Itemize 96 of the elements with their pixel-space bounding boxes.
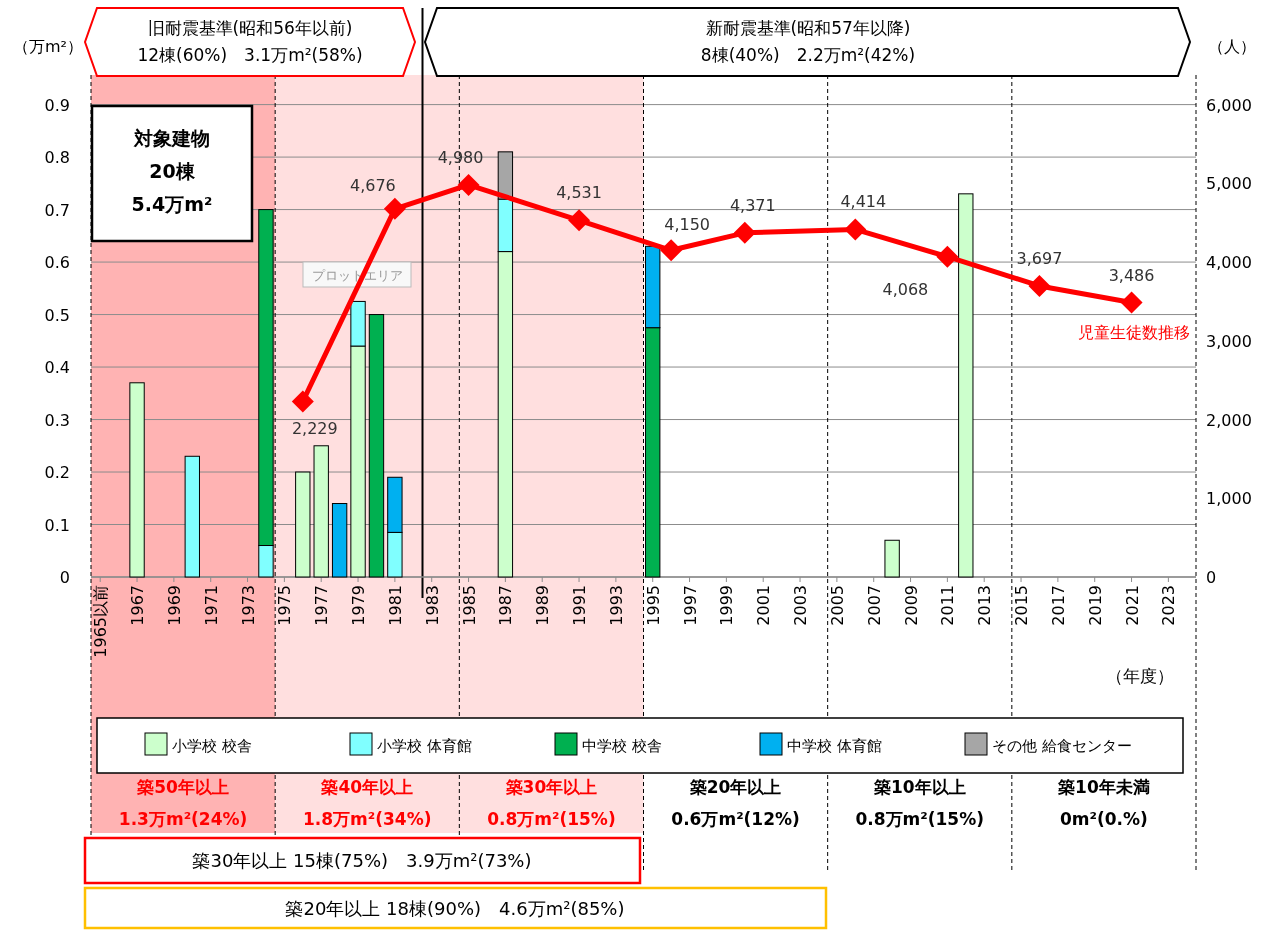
bar [331, 503, 348, 578]
y-tick-label: 0.6 [44, 253, 70, 273]
point [660, 239, 683, 262]
x-tick-label: 2007 [864, 585, 884, 626]
annotation: 築10年未満 0m²(0.%) [1058, 777, 1150, 829]
x-tick-label: 1973 [238, 585, 258, 626]
x-tick-label: 1977 [312, 585, 332, 626]
x-tick-label: 1999 [717, 585, 737, 626]
data-label: 3,697 [1016, 248, 1063, 268]
x-tick-label: 2003 [791, 585, 811, 626]
band-label: 築40年以上 1.8万m²(34%) [302, 777, 432, 829]
annotation: 築30年以上 15棟(75%) 3.9万m²(73%) [83, 836, 642, 885]
legend-label: 小学校 体育館 [377, 737, 472, 755]
point [291, 390, 314, 413]
x-tick-label: 2021 [1122, 585, 1142, 626]
x-axis-title: （年度） [1106, 666, 1174, 686]
x-tick-label: 1985 [459, 585, 479, 626]
point [1120, 291, 1143, 314]
annotation: 対象建物 20棟 5.4万m² [90, 104, 254, 243]
y-tick-label: 0.1 [44, 515, 70, 535]
y-tick-label: 0.3 [44, 410, 70, 430]
y-tick-label: 0.9 [44, 95, 70, 115]
bar [884, 539, 900, 578]
x-tick-label: 1997 [680, 585, 700, 626]
point [733, 221, 756, 244]
x-tick-label: 2017 [1048, 585, 1068, 626]
y-tick-label: 0 [59, 568, 70, 587]
bar [129, 382, 145, 578]
x-tick-label: 1969 [164, 585, 184, 626]
bar [295, 471, 311, 578]
data-label: 4,150 [664, 215, 711, 235]
x-tick-label: 2011 [938, 585, 958, 626]
x-tick-label: 1981 [385, 585, 405, 626]
x-tick-label: 1987 [496, 585, 516, 626]
x-tick-label: 2001 [754, 585, 774, 626]
y2-tick-label: 0 [1206, 568, 1217, 587]
legend-label: 中学校 体育館 [787, 737, 882, 755]
data-label: 4,676 [349, 175, 396, 195]
bar [368, 314, 385, 578]
y2-tick-label: 6,000 [1206, 95, 1252, 115]
x-tick-label: 1989 [533, 585, 553, 626]
x-tick-label: 1993 [606, 585, 626, 626]
x-tick-label: 1979 [349, 585, 369, 626]
y2-tick-label: 2,000 [1206, 410, 1252, 430]
y2-axis-title: （人） [1208, 37, 1256, 56]
point [457, 173, 480, 196]
x-tick-label: 1967 [128, 585, 148, 626]
x-tick-label: 2019 [1085, 585, 1105, 626]
point [936, 245, 959, 268]
x-tick-label: 2005 [827, 585, 847, 626]
legend-label: 中学校 校舎 [582, 737, 662, 755]
x-tick-label: 1971 [201, 585, 221, 626]
data-label: 3,486 [1108, 265, 1155, 285]
point [844, 218, 867, 241]
annotation: 築10年以上 0.8万m²(15%) [855, 777, 984, 829]
annotation: 新耐震基準(昭和57年以降) 8棟(40%) 2.2万m²(42%) [423, 7, 1192, 77]
y-tick-label: 0.4 [44, 358, 70, 378]
y2-tick-label: 3,000 [1206, 331, 1252, 351]
x-tick-label: 2015 [1012, 585, 1032, 626]
x-tick-label: 1983 [422, 585, 442, 626]
bar [958, 193, 974, 578]
x-tick-label: 1965以前 [91, 585, 111, 658]
data-label: 4,414 [840, 192, 887, 212]
x-tick-label: 1991 [570, 585, 590, 626]
x-tick-label: 2023 [1159, 585, 1179, 626]
band-label: 築50年以上 1.3万m²(24%) [118, 777, 248, 829]
legend-label: その他 給食センター [992, 737, 1132, 755]
y2-tick-label: 1,000 [1206, 489, 1252, 509]
x-tick-label: 1975 [275, 585, 295, 626]
y2-tick-label: 4,000 [1206, 253, 1252, 273]
data-label: 4,371 [729, 195, 776, 215]
x-tick-label: 2013 [975, 585, 995, 626]
annotation: 旧耐震基準(昭和56年以前) 12棟(60%) 3.1万m²(58%) [83, 7, 417, 77]
bar [313, 445, 329, 578]
x-tick-label: 1995 [643, 585, 663, 626]
y-tick-label: 0.7 [44, 200, 70, 220]
data-label: 4,068 [882, 279, 929, 299]
y-tick-label: 0.8 [44, 148, 70, 168]
y-axis-title: （万m²） [13, 37, 83, 56]
series-label: 児童生徒数推移 [1077, 322, 1190, 342]
annotation: 対象建物 20棟 5.4万m² [131, 127, 213, 215]
legend-label: 小学校 校舎 [172, 737, 252, 755]
band-label: 築30年以上 0.8万m²(15%) [487, 777, 616, 829]
point [1028, 274, 1051, 297]
annotation: 築20年以上 18棟(90%) 4.6万m²(85%) [83, 886, 828, 930]
point [568, 209, 591, 232]
annotation: 築20年以上 0.6万m²(12%) [671, 777, 800, 829]
x-tick-label: 2009 [901, 585, 921, 626]
bar [184, 455, 200, 578]
data-label: 4,531 [556, 183, 602, 203]
y-tick-label: 0.2 [44, 463, 70, 483]
y-tick-label: 0.5 [44, 305, 70, 325]
data-label: 2,229 [291, 418, 338, 438]
data-label: 4,980 [437, 147, 484, 167]
y2-tick-label: 5,000 [1206, 174, 1252, 194]
point [383, 197, 406, 220]
